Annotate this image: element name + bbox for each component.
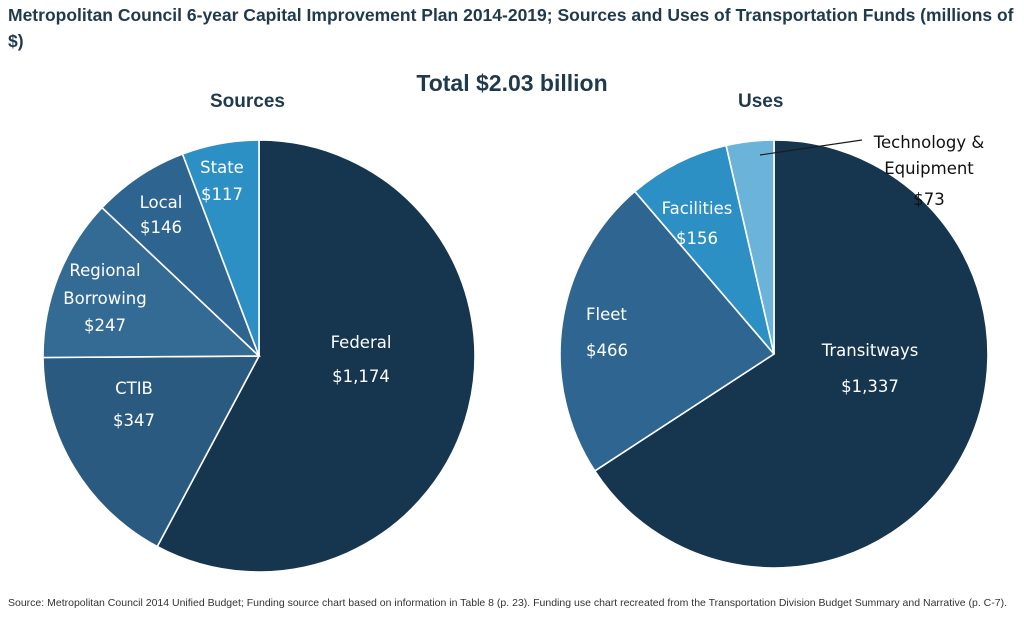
slice-value-technology-and-equipment: $73 [913,190,945,209]
slice-value-federal: $1,174 [332,367,390,386]
uses-chart-title: Uses [738,91,784,112]
slice-value-fleet: $466 [586,341,628,360]
slice-federal [156,139,476,573]
slice-label-fleet: Fleet [586,305,627,324]
slice-facilities [633,144,775,355]
slice-state [181,139,260,357]
slice-value-transitways: $1,337 [841,377,899,396]
slice-regional-borrowing [42,206,261,359]
slice-transitways [593,139,989,569]
sources-chart-title: Sources [210,91,285,112]
uses-pie: Transitways $1,337 Fleet $466 Facilities $156… [559,133,989,569]
total-label: Total $2.03 billion [416,70,608,96]
slice-label-regional-borrowing: Regional Borrowing [63,261,146,308]
slice-fleet [559,190,776,473]
slice-label-transitways: Transitways [821,341,919,360]
slice-label-federal: Federal [331,333,392,352]
slice-value-ctib: $347 [113,411,155,430]
slice-technology-and-equipment [725,139,775,355]
slice-label-ctib: CTIB [115,379,153,398]
technology-leader-line [759,139,863,156]
slice-value-local: $146 [140,218,182,237]
figure-title: Metropolitan Council 6-year Capital Impr… [8,5,1014,51]
sources-pie: Federal $1,174 CTIB $347 Regional Borrowing $2… [42,139,476,573]
slice-label-technology-and-equipment: Technology & Equipment [873,133,985,178]
slice-value-state: $117 [201,185,243,204]
slice-label-facilities: Facilities [662,199,733,218]
slice-label-state: State [200,158,244,177]
slice-ctib [42,355,261,548]
source-footnote: Source: Metropolitan Council 2014 Unifie… [8,597,1007,609]
slice-value-regional-borrowing: $247 [84,316,126,335]
slice-value-facilities: $156 [676,229,718,248]
slice-label-local: Local [140,193,183,212]
